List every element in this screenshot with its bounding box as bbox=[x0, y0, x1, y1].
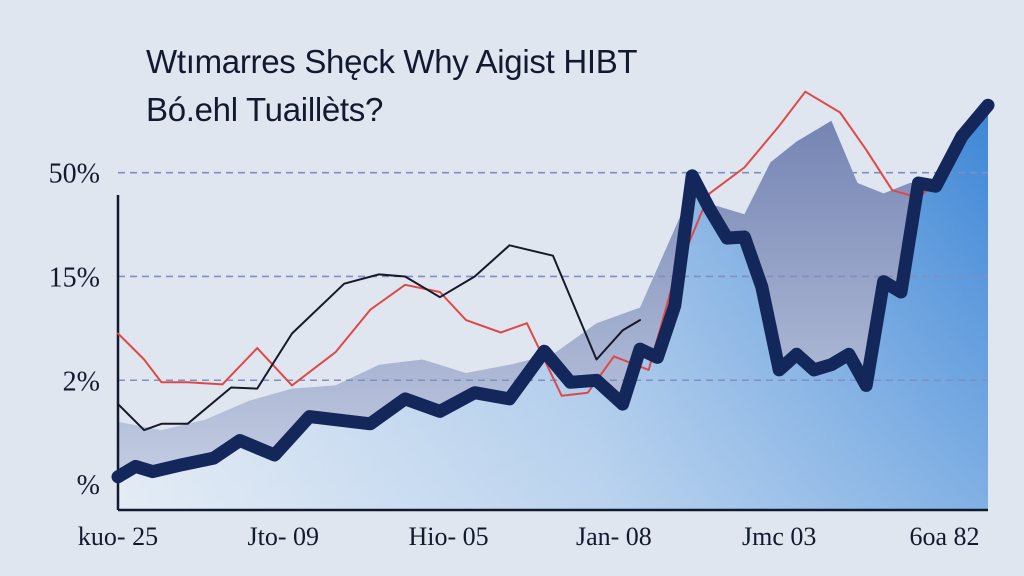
x-tick-label-5: 6oa 82 bbox=[909, 522, 979, 551]
x-tick-label-1: Jto- 09 bbox=[248, 522, 320, 551]
x-tick-label-0: kuo- 25 bbox=[78, 522, 158, 551]
labels-layer: 50% 15% 2%% kuo- 25 Jto- 09 Hio- 05 Jan- 08 Jmc… bbox=[49, 159, 980, 551]
x-tick-label-2: Hio- 05 bbox=[409, 522, 489, 551]
y-tick-label-3: % bbox=[77, 470, 100, 501]
axes-layer bbox=[116, 195, 988, 512]
series-line-primary bbox=[111, 98, 995, 484]
y-tick-label-2: 2% bbox=[63, 366, 100, 397]
series-line-black bbox=[117, 244, 641, 432]
chart-title-line-1: Wtımarres Shęck Why Aigist HIBT bbox=[146, 43, 638, 80]
area-layer bbox=[118, 105, 988, 511]
chart-title: Wtımarres Shęck Why Aigist HIBT Bó.ehl T… bbox=[146, 38, 638, 134]
x-tick-label-3: Jan- 08 bbox=[576, 522, 652, 551]
y-tick-label-0: 50% bbox=[49, 159, 100, 190]
y-tick-label-1: 15% bbox=[49, 262, 100, 293]
x-tick-label-4: Jmc 03 bbox=[742, 522, 816, 551]
lines-layer bbox=[111, 90, 995, 484]
area-primary-sheen bbox=[118, 105, 988, 510]
chart-title-line-2: Bó.ehl Tuaillèts? bbox=[146, 91, 384, 128]
